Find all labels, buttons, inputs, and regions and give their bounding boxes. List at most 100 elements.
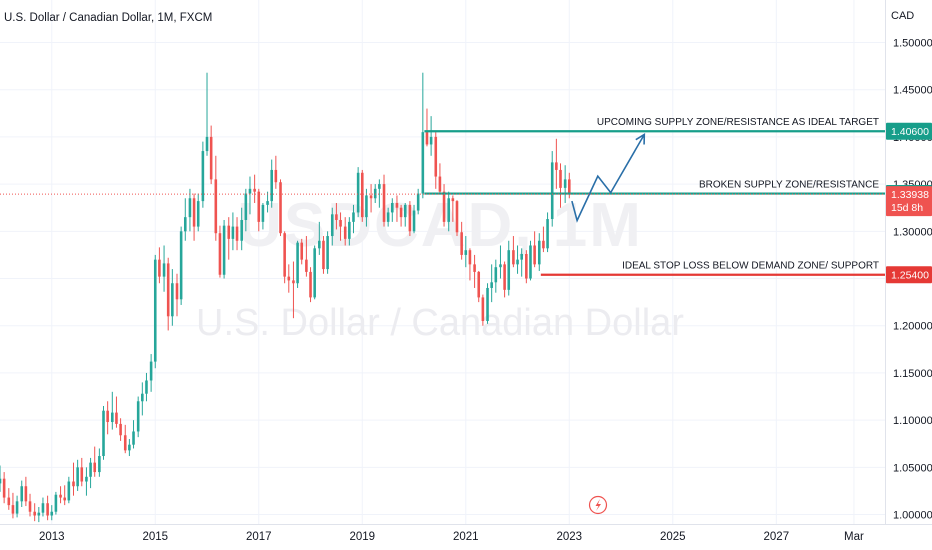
candle-body — [382, 184, 386, 222]
candle-body — [24, 486, 28, 502]
candle-body — [326, 236, 329, 270]
candle-body — [257, 191, 261, 222]
level-label: IDEAL STOP LOSS BELOW DEMAND ZONE/ SUPPO… — [622, 261, 879, 272]
candle — [516, 245, 519, 274]
candle-body — [309, 271, 312, 298]
candle — [179, 226, 183, 305]
candle — [352, 204, 355, 234]
candle — [7, 488, 11, 510]
candle — [266, 191, 269, 213]
candle — [330, 207, 334, 246]
candle — [72, 462, 75, 496]
candle — [175, 273, 179, 317]
candle-body — [123, 435, 127, 451]
candle — [209, 125, 213, 185]
candle-body — [63, 497, 66, 501]
price-axis-ticks[interactable]: 1.000001.050001.100001.150001.200001.250… — [893, 37, 932, 521]
candle-body — [119, 423, 122, 436]
candle-body — [335, 214, 338, 220]
levels-layer: UPCOMING SUPPLY ZONE/RESISTANCE AS IDEAL… — [424, 117, 885, 276]
candle-body — [360, 172, 364, 218]
candle — [115, 396, 118, 428]
candle-body — [568, 179, 571, 195]
candle-body — [67, 481, 71, 501]
candle-body — [270, 169, 274, 202]
candle-body — [132, 431, 135, 445]
candle-body — [287, 276, 291, 281]
candle-body — [434, 136, 438, 177]
level-label: UPCOMING SUPPLY ZONE/RESISTANCE AS IDEAL… — [597, 117, 879, 128]
candle-body — [438, 176, 442, 192]
candle — [464, 236, 468, 268]
lightning-icon[interactable] — [588, 495, 608, 515]
candle-body — [403, 204, 407, 218]
candle-body — [550, 162, 554, 220]
price-tick-label: 1.45000 — [893, 85, 932, 97]
candle-body — [0, 478, 2, 484]
candle — [270, 159, 274, 208]
candle-body — [33, 511, 36, 516]
candle — [145, 372, 148, 402]
candle-body — [192, 198, 196, 227]
candle — [11, 492, 15, 519]
candle-body — [102, 410, 105, 457]
time-tick-label: 2027 — [764, 531, 790, 543]
candle-body — [20, 486, 24, 502]
candle — [378, 179, 381, 208]
candle-body — [261, 204, 265, 222]
candle — [408, 201, 412, 237]
candle — [460, 221, 463, 260]
candle-body — [460, 232, 463, 255]
candle-body — [179, 231, 183, 300]
candle — [382, 174, 386, 227]
candle — [356, 167, 360, 218]
candle — [296, 240, 299, 288]
candle-body — [115, 412, 118, 424]
candle-body — [412, 210, 416, 232]
candle — [235, 217, 239, 251]
price-tick-label: 1.05000 — [893, 462, 932, 474]
level-price-tag — [886, 266, 932, 284]
candle-body — [300, 242, 304, 260]
candle-body — [537, 240, 541, 265]
candle — [231, 212, 235, 251]
candle — [318, 221, 321, 255]
candle-body — [89, 462, 92, 477]
projection-arrowhead — [635, 133, 646, 145]
candle-body — [292, 280, 295, 284]
level-label: BROKEN SUPPLY ZONE/RESISTANCE — [699, 180, 879, 191]
candle — [119, 418, 122, 441]
candle — [365, 188, 368, 227]
time-tick-label: Mar — [844, 531, 864, 543]
candle — [348, 217, 351, 246]
candle — [59, 486, 62, 504]
candle — [287, 264, 291, 293]
candle-body — [386, 212, 390, 222]
candle-body — [253, 188, 256, 192]
candle — [486, 283, 489, 324]
candle — [89, 457, 92, 489]
candle-body — [369, 195, 373, 199]
time-axis-ticks[interactable]: 2013 2015 2017 2019 2021 2023 2025 2027 Mar — [39, 531, 864, 543]
price-tick-label: 1.15000 — [893, 368, 932, 380]
candle-body — [464, 250, 468, 255]
price-tick-label: 1.20000 — [893, 321, 932, 333]
candle-body — [266, 201, 269, 205]
candle — [37, 507, 41, 523]
candle-body — [378, 184, 381, 189]
candle — [455, 200, 459, 237]
candle — [0, 465, 2, 492]
candle-body — [555, 162, 558, 170]
time-tick-label: 2025 — [660, 531, 686, 543]
candle — [507, 240, 511, 296]
candle — [248, 176, 252, 215]
candle-body — [128, 444, 131, 451]
candle-body — [447, 198, 451, 222]
candle — [451, 195, 455, 222]
candle — [244, 188, 248, 232]
candle — [537, 233, 541, 271]
candle-body — [546, 219, 549, 249]
candle — [403, 202, 407, 227]
candle — [442, 184, 446, 227]
